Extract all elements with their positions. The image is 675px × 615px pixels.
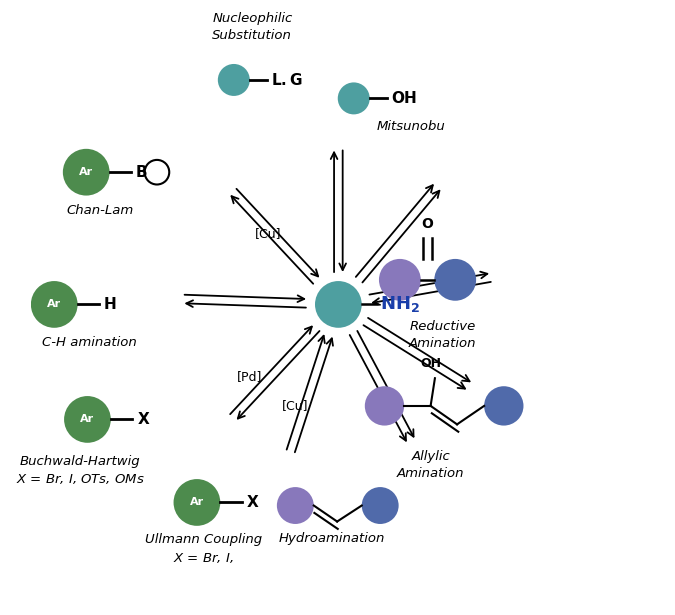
Text: [Pd]: [Pd] (236, 370, 262, 383)
Text: $\bf{X}$: $\bf{X}$ (136, 411, 150, 427)
Text: $\mathbf{NH_2}$: $\mathbf{NH_2}$ (380, 295, 421, 314)
Circle shape (484, 386, 524, 426)
Text: Mitsunobu: Mitsunobu (377, 120, 446, 133)
Text: Allylic
Amination: Allylic Amination (397, 450, 464, 480)
Text: $\bf{OH}$: $\bf{OH}$ (391, 90, 417, 106)
Text: Buchwald-Hartwig
$X$ = Br, I, OTs, OMs: Buchwald-Hartwig $X$ = Br, I, OTs, OMs (16, 455, 144, 486)
Text: Ar: Ar (79, 167, 93, 177)
Text: [Cu]: [Cu] (282, 399, 308, 413)
Circle shape (338, 82, 370, 114)
Circle shape (364, 386, 404, 426)
Text: Chan-Lam: Chan-Lam (67, 204, 134, 217)
Circle shape (434, 259, 476, 301)
Circle shape (144, 160, 169, 184)
Text: O: O (422, 216, 433, 231)
Circle shape (63, 149, 109, 196)
Circle shape (64, 396, 111, 443)
Circle shape (362, 487, 399, 524)
Text: C-H amination: C-H amination (42, 336, 136, 349)
Text: Ar: Ar (80, 415, 95, 424)
Text: $\bf{L.G}$: $\bf{L.G}$ (271, 72, 302, 88)
Text: $\bf{B}$: $\bf{B}$ (136, 164, 148, 180)
Text: Ar: Ar (190, 498, 204, 507)
Circle shape (379, 259, 421, 301)
Text: OH: OH (420, 357, 441, 370)
Text: Ullmann Coupling
$X$ = Br, I,: Ullmann Coupling $X$ = Br, I, (144, 533, 262, 565)
Text: [Cu]: [Cu] (254, 227, 281, 240)
Text: Ar: Ar (47, 300, 61, 309)
Text: $\bf{H}$: $\bf{H}$ (103, 296, 117, 312)
Circle shape (173, 479, 220, 526)
Text: Hydroamination: Hydroamination (279, 532, 385, 545)
Circle shape (315, 281, 362, 328)
Text: Nucleophilic
Substitution: Nucleophilic Substitution (212, 12, 292, 42)
Text: $\bf{X}$: $\bf{X}$ (246, 494, 260, 510)
Text: Reductive
Amination: Reductive Amination (409, 320, 477, 350)
Circle shape (277, 487, 314, 524)
Circle shape (31, 281, 78, 328)
Circle shape (218, 64, 250, 96)
